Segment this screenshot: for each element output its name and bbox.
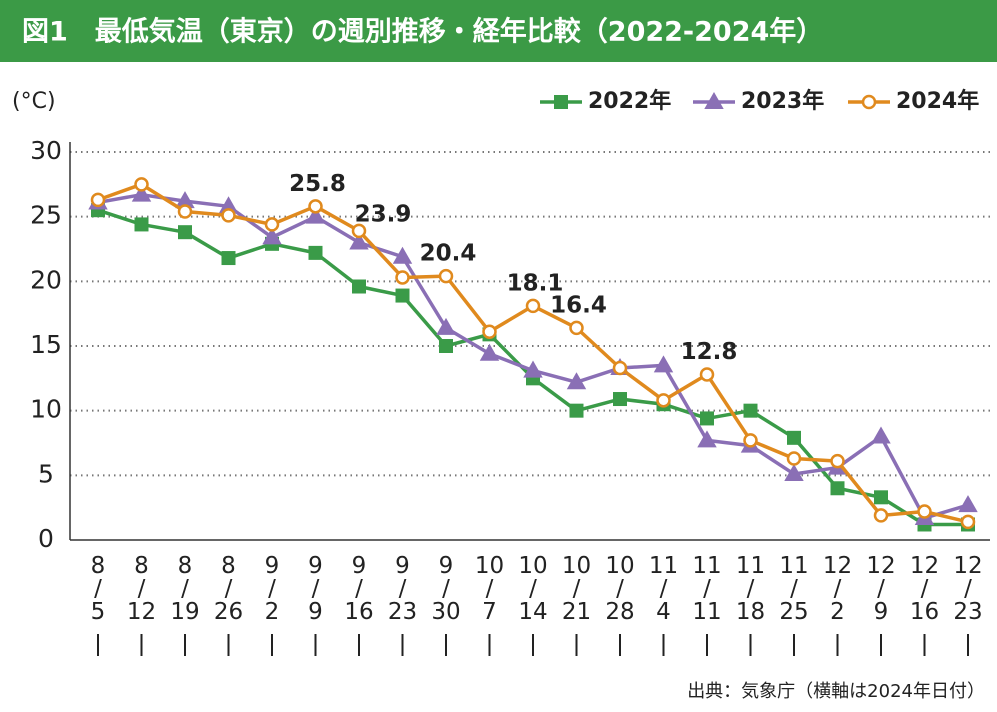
data-point: [566, 372, 587, 390]
y-tick-label: 0: [38, 524, 54, 553]
data-point: [351, 223, 367, 239]
data-point: [134, 177, 149, 192]
data-point: [221, 208, 236, 223]
data-point: [308, 199, 323, 214]
data-point: [264, 217, 280, 232]
data-point: [960, 514, 976, 530]
data-point: [178, 225, 192, 240]
x-tick-label: 10/14: [518, 553, 547, 625]
legend-label: 2022年: [588, 88, 671, 114]
x-tick-label: 8/26: [214, 553, 243, 625]
x-tick-label: 8/5: [91, 553, 106, 625]
data-point: [438, 268, 454, 284]
x-tick-label: 12/9: [866, 553, 895, 625]
data-point: [395, 288, 410, 303]
x-tick-label: 11/11: [692, 553, 721, 625]
data-point: [134, 217, 149, 232]
data-label: 12.8: [681, 339, 738, 365]
x-tick-label: 8/12: [127, 553, 156, 625]
x-tick-label: 9/30: [431, 553, 460, 625]
data-point: [787, 430, 801, 445]
legend-marker: [554, 95, 568, 109]
chart-title: 図1 最低気温（東京）の週別推移・経年比較（2022-2024年）: [22, 16, 823, 48]
x-tick-label: 12/23: [953, 553, 982, 625]
data-point: [874, 490, 888, 505]
y-tick-label: 15: [30, 330, 62, 359]
data-point: [349, 232, 369, 250]
data-point: [439, 339, 453, 353]
x-tick-label: 10/21: [562, 553, 591, 625]
data-point: [700, 411, 714, 426]
x-tick-label: 11/18: [736, 553, 765, 625]
x-tick-label: 9/23: [388, 553, 417, 625]
y-tick-label: 25: [30, 201, 62, 230]
x-tick-label: 11/4: [649, 553, 678, 625]
x-tick-label: 10/7: [475, 553, 504, 625]
data-point: [830, 481, 845, 496]
x-tick-label: 11/25: [779, 553, 808, 625]
source: 出典：気象庁（横軸は2024年日付）: [687, 681, 985, 702]
y-tick-label: 30: [30, 136, 62, 165]
data-point: [308, 245, 323, 260]
data-point: [131, 184, 152, 202]
data-point: [873, 508, 889, 523]
data-point: [482, 324, 497, 340]
data-point: [786, 451, 802, 466]
data-point: [697, 430, 717, 448]
data-point: [653, 355, 674, 373]
data-point: [917, 504, 932, 519]
data-point: [525, 298, 541, 314]
legend-marker: [704, 91, 724, 109]
data-point: [305, 206, 326, 224]
data-point: [830, 453, 845, 469]
legend-label: 2023年: [741, 88, 824, 114]
data-point: [221, 251, 236, 266]
data-point: [523, 360, 543, 378]
data-point: [958, 495, 978, 513]
data-point: [90, 192, 106, 208]
data-label: 25.8: [289, 171, 346, 197]
data-point: [743, 403, 758, 418]
data-point: [871, 426, 891, 444]
x-tick-label: 9/9: [308, 553, 323, 625]
legend-label: 2024年: [896, 88, 979, 114]
data-point: [479, 343, 500, 361]
data-point: [262, 227, 282, 245]
data-point: [352, 279, 366, 294]
title-band: [0, 0, 997, 62]
x-tick-label: 12/2: [823, 553, 852, 625]
x-tick-label: 9/16: [344, 553, 373, 625]
data-point: [569, 403, 584, 418]
y-tick-label: 20: [30, 265, 62, 294]
data-point: [392, 246, 413, 264]
data-point: [656, 393, 671, 408]
data-point: [436, 317, 456, 335]
data-point: [569, 320, 584, 336]
data-label: 16.4: [550, 292, 607, 318]
data-point: [784, 464, 804, 482]
y-unit: (°C): [12, 89, 56, 114]
data-point: [613, 392, 627, 407]
y-tick-label: 5: [38, 459, 54, 488]
data-point: [177, 204, 193, 219]
data-label: 23.9: [355, 201, 412, 227]
data-point: [612, 360, 628, 376]
data-label: 18.1: [507, 270, 564, 296]
x-tick-label: 9/2: [265, 553, 280, 625]
data-point: [699, 367, 715, 382]
x-tick-label: 12/16: [910, 553, 939, 625]
x-tick-label: 10/28: [605, 553, 634, 625]
data-point: [743, 433, 758, 448]
y-tick-label: 10: [30, 395, 62, 424]
x-tick-label: 8/19: [170, 553, 199, 625]
data-point: [395, 270, 410, 285]
legend-marker: [861, 94, 877, 110]
data-label: 20.4: [420, 241, 477, 267]
